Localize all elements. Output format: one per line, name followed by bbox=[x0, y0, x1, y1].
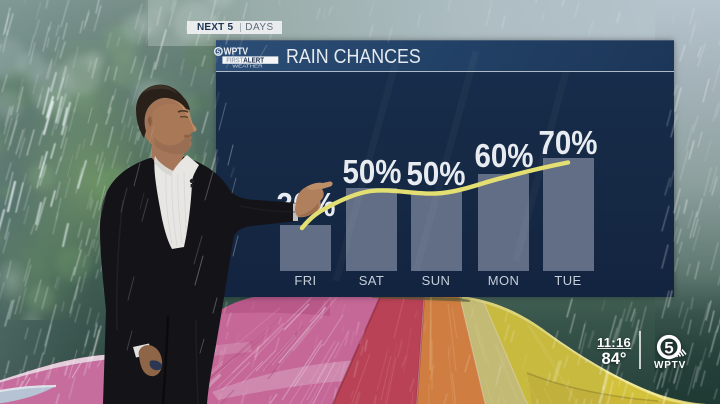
svg-text:ALERT: ALERT bbox=[243, 58, 264, 65]
svg-text:FIRST: FIRST bbox=[226, 58, 244, 65]
svg-text:WPTV: WPTV bbox=[224, 47, 249, 58]
svg-text:5: 5 bbox=[664, 339, 673, 358]
svg-text:WEATHER: WEATHER bbox=[232, 63, 262, 68]
